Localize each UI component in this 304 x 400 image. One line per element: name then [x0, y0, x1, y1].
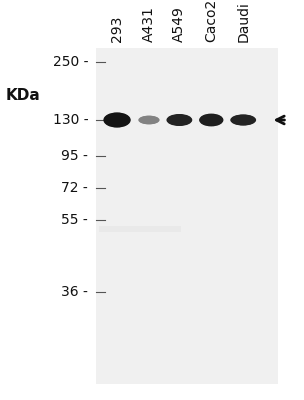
- Ellipse shape: [199, 114, 223, 126]
- Ellipse shape: [172, 117, 186, 123]
- Ellipse shape: [143, 118, 155, 122]
- Ellipse shape: [142, 117, 156, 123]
- Ellipse shape: [236, 118, 250, 122]
- Text: 130 -: 130 -: [53, 113, 88, 127]
- Text: 72 -: 72 -: [61, 181, 88, 195]
- Ellipse shape: [202, 115, 221, 125]
- Text: KDa: KDa: [6, 88, 41, 104]
- Text: Daudi: Daudi: [236, 1, 250, 42]
- Ellipse shape: [141, 117, 157, 123]
- Ellipse shape: [230, 114, 256, 126]
- Text: 250 -: 250 -: [53, 55, 88, 69]
- Ellipse shape: [143, 118, 155, 122]
- Ellipse shape: [202, 116, 220, 124]
- Ellipse shape: [140, 116, 158, 124]
- Ellipse shape: [108, 115, 126, 125]
- Ellipse shape: [237, 118, 250, 122]
- Ellipse shape: [200, 114, 223, 126]
- Ellipse shape: [106, 114, 128, 126]
- Ellipse shape: [173, 118, 186, 122]
- Ellipse shape: [172, 117, 187, 123]
- Ellipse shape: [169, 115, 190, 125]
- Ellipse shape: [236, 117, 251, 123]
- Ellipse shape: [203, 116, 219, 124]
- Ellipse shape: [168, 115, 191, 125]
- Ellipse shape: [234, 116, 252, 124]
- Ellipse shape: [144, 118, 154, 122]
- Ellipse shape: [106, 114, 128, 126]
- Ellipse shape: [108, 116, 126, 124]
- Ellipse shape: [171, 116, 188, 124]
- Ellipse shape: [204, 117, 219, 123]
- Ellipse shape: [138, 116, 160, 124]
- Ellipse shape: [168, 115, 191, 125]
- Ellipse shape: [171, 117, 188, 123]
- Ellipse shape: [170, 116, 189, 124]
- Ellipse shape: [232, 115, 254, 125]
- Ellipse shape: [201, 115, 222, 125]
- Text: 95 -: 95 -: [61, 149, 88, 163]
- Ellipse shape: [169, 116, 189, 124]
- Ellipse shape: [105, 114, 129, 126]
- Ellipse shape: [235, 117, 251, 123]
- Ellipse shape: [233, 116, 253, 124]
- Bar: [99, 226, 181, 232]
- Text: 55 -: 55 -: [61, 213, 88, 227]
- Text: 293: 293: [110, 16, 124, 42]
- Ellipse shape: [104, 113, 130, 127]
- Ellipse shape: [139, 116, 159, 124]
- Ellipse shape: [205, 117, 218, 123]
- Ellipse shape: [204, 116, 219, 124]
- Ellipse shape: [103, 112, 131, 128]
- Ellipse shape: [201, 115, 221, 125]
- Ellipse shape: [109, 116, 125, 124]
- Text: 36 -: 36 -: [61, 285, 88, 299]
- Ellipse shape: [205, 118, 217, 122]
- Text: Caco2: Caco2: [204, 0, 218, 42]
- Text: A431: A431: [142, 6, 156, 42]
- Ellipse shape: [142, 118, 156, 122]
- Ellipse shape: [140, 116, 158, 124]
- Ellipse shape: [233, 116, 254, 124]
- Ellipse shape: [109, 116, 125, 124]
- Bar: [96, 48, 278, 384]
- Ellipse shape: [139, 116, 159, 124]
- Ellipse shape: [141, 117, 157, 123]
- Ellipse shape: [167, 114, 192, 126]
- Text: A549: A549: [172, 6, 186, 42]
- Ellipse shape: [200, 114, 222, 126]
- Ellipse shape: [105, 113, 130, 127]
- Ellipse shape: [231, 115, 255, 125]
- Ellipse shape: [234, 116, 253, 124]
- Ellipse shape: [231, 115, 256, 125]
- Ellipse shape: [167, 114, 192, 126]
- Ellipse shape: [107, 115, 127, 125]
- Ellipse shape: [110, 117, 124, 123]
